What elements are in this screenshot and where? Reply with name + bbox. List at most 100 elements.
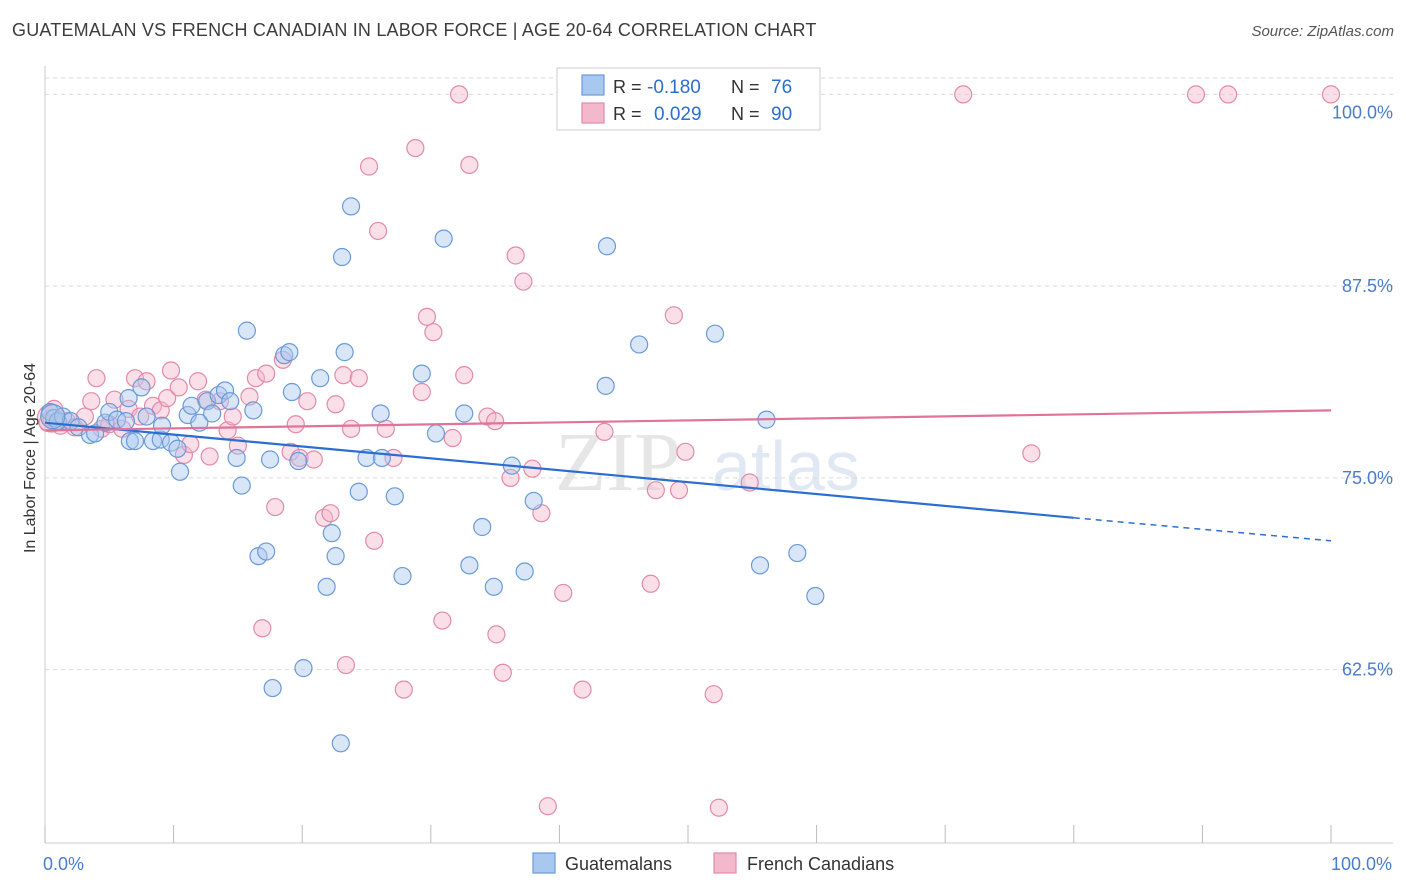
point-guatemalan: [515, 562, 534, 581]
point-guatemalan: [132, 378, 151, 397]
point-french-canadian: [281, 442, 300, 461]
point-french-canadian: [253, 619, 272, 638]
point-french-canadian: [704, 685, 723, 704]
series-legend: Guatemalans French Canadians: [532, 852, 894, 874]
point-french-canadian: [455, 366, 474, 385]
y-tick-label: 62.5%: [1342, 660, 1393, 680]
point-guatemalan: [152, 416, 172, 435]
point-guatemalan: [232, 476, 251, 495]
point-guatemalan: [341, 197, 361, 216]
point-french-canadian: [460, 155, 479, 175]
point-guatemalan: [237, 321, 257, 340]
point-french-canadian: [161, 361, 181, 380]
point-french-canadian: [954, 85, 973, 104]
legend-label-french-canadians: French Canadians: [747, 854, 894, 874]
point-guatemalan: [460, 556, 479, 575]
point-guatemalan: [484, 577, 503, 596]
point-guatemalan: [125, 431, 145, 451]
point-guatemalan: [597, 237, 617, 256]
point-guatemalan: [385, 487, 404, 506]
point-guatemalan: [215, 381, 235, 400]
point-french-canadian: [131, 407, 150, 426]
point-guatemalan: [332, 247, 352, 267]
point-guatemalan: [116, 412, 136, 431]
point-guatemalan: [630, 335, 649, 354]
point-french-canadian: [646, 481, 665, 500]
point-french-canadian: [641, 574, 660, 593]
point-french-canadian: [125, 369, 145, 388]
point-guatemalan: [750, 556, 770, 575]
point-guatemalan: [788, 543, 807, 563]
point-guatemalan: [326, 547, 345, 566]
watermark-atlas: atlas: [712, 427, 860, 505]
point-french-canadian: [1186, 85, 1206, 104]
point-guatemalan: [280, 343, 299, 362]
point-french-canadian: [406, 138, 425, 158]
stats-r-label-pink: R =: [613, 104, 642, 124]
point-french-canadian: [188, 372, 208, 391]
point-guatemalan: [349, 482, 368, 501]
point-french-canadian: [709, 798, 728, 817]
point-french-canadian: [1321, 85, 1341, 104]
point-french-canadian: [240, 387, 259, 406]
point-french-canadian: [449, 85, 469, 104]
point-guatemalan: [705, 324, 725, 343]
legend-swatch-guatemalans: [532, 852, 556, 874]
y-tick-label: 100.0%: [1332, 102, 1393, 122]
point-guatemalan: [182, 396, 201, 415]
point-french-canadian: [246, 369, 266, 388]
point-french-canadian: [368, 221, 388, 241]
stats-legend: R = -0.180 N = 76 R = 0.029 N = 90: [556, 67, 821, 131]
point-guatemalan: [203, 404, 222, 423]
point-french-canadian: [75, 407, 94, 426]
point-french-canadian: [365, 531, 384, 550]
source-label: Source: ZipAtlas.com: [1251, 23, 1394, 40]
point-french-canadian: [200, 447, 219, 466]
point-french-canadian: [336, 655, 356, 675]
point-french-canadian: [223, 407, 242, 426]
point-french-canadian: [573, 680, 592, 699]
point-guatemalan: [260, 450, 280, 469]
y-tick-label: 75.0%: [1342, 468, 1393, 488]
stats-n-value-blue: 76: [771, 77, 792, 98]
point-french-canadian: [506, 246, 525, 265]
point-french-canadian: [595, 422, 614, 441]
point-guatemalan: [596, 376, 615, 395]
point-guatemalan: [317, 577, 336, 596]
point-french-canadian: [158, 389, 177, 408]
axes: [44, 66, 1393, 844]
point-french-canadian: [314, 508, 334, 527]
x-tick-label-max: 100.0%: [1331, 854, 1392, 874]
point-french-canadian: [417, 307, 437, 326]
point-guatemalan: [322, 524, 341, 543]
trend-lines: [44, 409, 1332, 542]
point-guatemalan: [282, 382, 302, 402]
point-french-canadian: [486, 412, 505, 431]
point-french-canadian: [376, 419, 395, 438]
stats-r-value-pink: 0.029: [654, 104, 702, 125]
point-guatemalan: [331, 734, 350, 753]
point-guatemalan: [311, 369, 330, 388]
y-tick-label: 87.5%: [1342, 276, 1393, 296]
point-french-canadian: [286, 415, 305, 434]
trend-line-french-canadians: [44, 409, 1332, 432]
point-french-canadian: [304, 450, 323, 469]
point-guatemalan: [263, 678, 282, 698]
point-guatemalan: [244, 401, 263, 420]
point-french-canadian: [82, 392, 101, 411]
y-axis-label: In Labor Force | Age 20-64: [22, 363, 39, 553]
point-french-canadian: [321, 504, 340, 523]
point-guatemalan: [412, 364, 431, 383]
point-guatemalan: [120, 431, 139, 451]
point-guatemalan: [151, 430, 170, 449]
point-guatemalan: [455, 404, 474, 423]
point-guatemalan: [524, 491, 543, 511]
point-guatemalan: [806, 586, 825, 606]
stats-r-label-blue: R =: [613, 77, 642, 97]
point-guatemalan: [434, 229, 453, 248]
chart-title: GUATEMALAN VS FRENCH CANADIAN IN LABOR F…: [12, 20, 817, 40]
point-guatemalan: [372, 448, 392, 468]
trend-line-guatemalans: [44, 421, 1074, 519]
legend-swatch-french-canadians: [713, 852, 737, 874]
point-guatemalan: [221, 392, 240, 411]
